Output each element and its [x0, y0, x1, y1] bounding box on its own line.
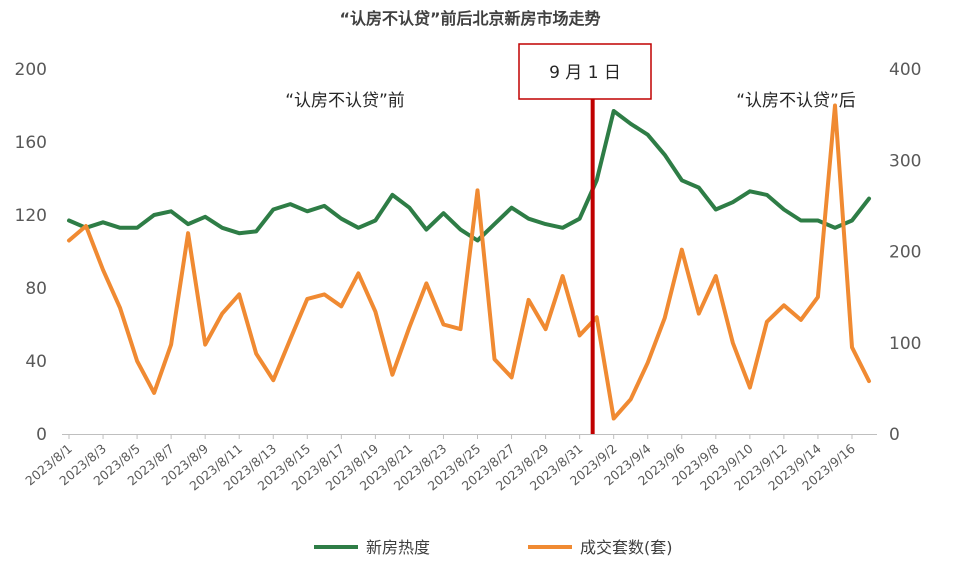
date-marker-box — [518, 43, 652, 100]
right-tick-label: 0 — [889, 425, 900, 445]
right-tick-label: 100 — [889, 334, 921, 354]
right-axis-ticks: 0 100 200 300 400 — [889, 60, 921, 445]
right-tick-label: 400 — [889, 60, 921, 80]
legend: 新房热度 成交套数(套) — [314, 538, 673, 557]
series-line-deals — [67, 103, 871, 421]
left-tick-label: 80 — [25, 279, 47, 299]
legend-label-heat: 新房热度 — [366, 538, 430, 557]
left-axis-ticks: 0 40 80 120 160 200 — [15, 60, 47, 445]
left-tick-label: 120 — [15, 206, 47, 226]
left-tick-label: 0 — [36, 425, 47, 445]
date-marker-label: 9 月 1 日 — [549, 63, 621, 83]
before-policy-label: “认房不认贷”前 — [285, 91, 405, 111]
left-tick-label: 40 — [25, 352, 47, 372]
legend-label-deals: 成交套数(套) — [580, 538, 673, 557]
right-tick-label: 200 — [889, 243, 921, 263]
right-tick-label: 300 — [889, 151, 921, 171]
left-tick-label: 200 — [15, 60, 47, 80]
after-policy-label: “认房不认贷”后 — [736, 91, 856, 111]
series-layer — [67, 103, 871, 421]
series-line-heat — [67, 109, 871, 243]
x-axis-ticks: 2023/8/12023/8/32023/8/52023/8/72023/8/9… — [22, 434, 858, 493]
chart-title: “认房不认贷”前后北京新房市场走势 — [339, 9, 600, 28]
left-tick-label: 160 — [15, 133, 47, 153]
